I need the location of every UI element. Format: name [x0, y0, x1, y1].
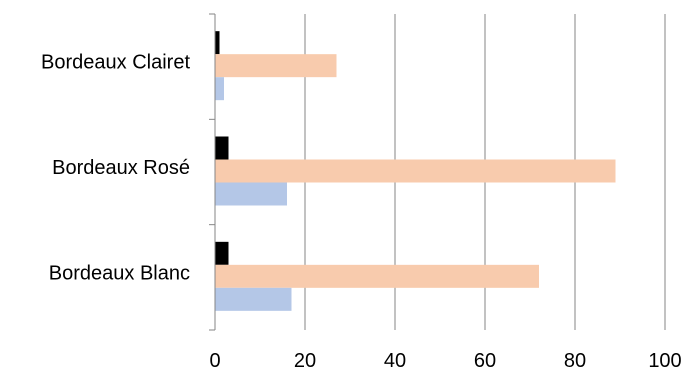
x-tick-label: 80 — [564, 350, 586, 372]
x-tick-label: 60 — [474, 350, 496, 372]
x-tick-label: 20 — [294, 350, 316, 372]
bar — [215, 54, 337, 78]
bar — [215, 136, 229, 160]
category-labels: Bordeaux Clairet Bordeaux Rosé Bordeaux … — [41, 52, 190, 285]
bar — [215, 287, 292, 311]
x-tick-labels: 0 20 40 60 80 100 — [209, 350, 681, 372]
axes — [209, 13, 216, 331]
category-label: Bordeaux Blanc — [49, 262, 190, 284]
bar — [215, 182, 287, 206]
x-tick-label: 40 — [384, 350, 406, 372]
bars — [215, 31, 616, 311]
x-tick-label: 0 — [209, 350, 220, 372]
bar — [215, 264, 539, 288]
category-label: Bordeaux Rosé — [52, 157, 190, 179]
bar — [215, 159, 616, 183]
bar — [215, 77, 224, 101]
bar — [215, 31, 220, 55]
bar — [215, 241, 229, 265]
category-label: Bordeaux Clairet — [41, 52, 190, 74]
x-tick-label: 100 — [648, 350, 681, 372]
